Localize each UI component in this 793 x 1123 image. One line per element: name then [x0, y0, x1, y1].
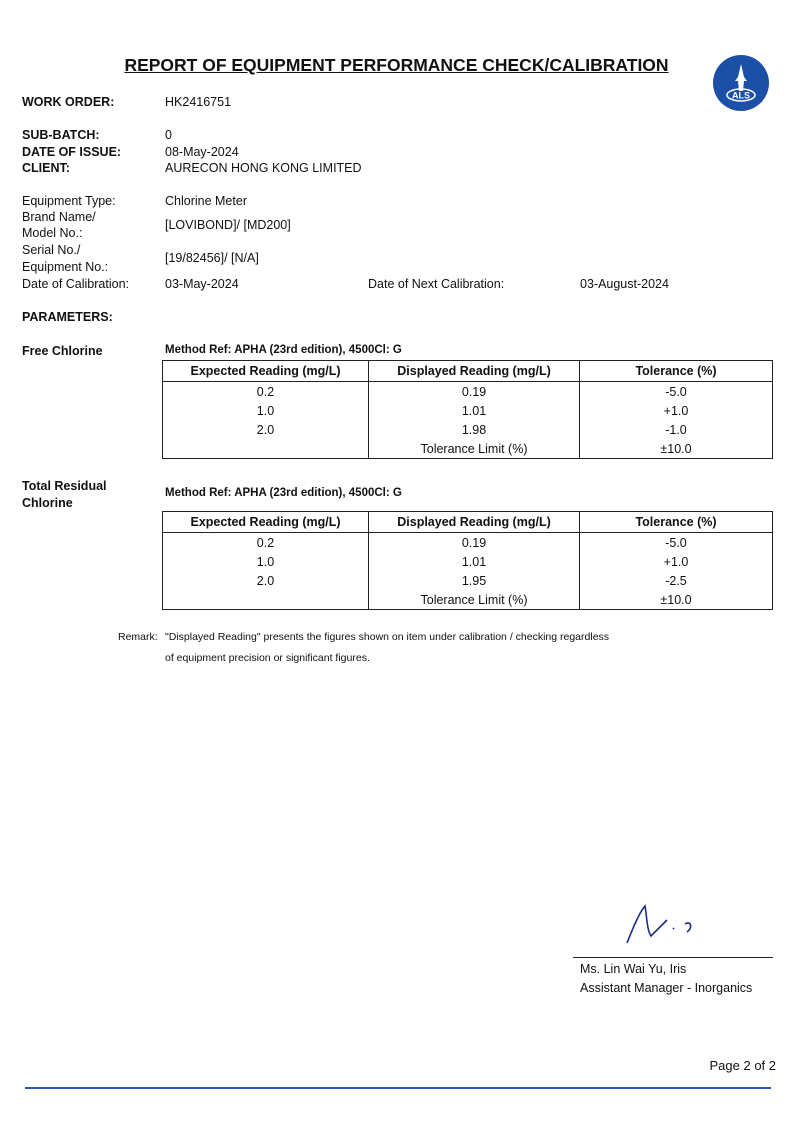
- serial-value: [19/82456]/ [N/A]: [165, 251, 259, 265]
- equipment-type-value: Chlorine Meter: [165, 194, 247, 208]
- col-header: Expected Reading (mg/L): [162, 360, 369, 382]
- table-cell: 1.95: [368, 571, 580, 590]
- table-cell: -2.5: [579, 571, 773, 590]
- page-number: Page 2 of 2: [709, 1058, 777, 1073]
- method-ref: Method Ref: APHA (23rd edition), 4500Cl:…: [165, 344, 402, 356]
- section-name-cont: Chlorine: [22, 496, 73, 510]
- sub-batch-label: SUB-BATCH:: [22, 128, 100, 142]
- table-cell: [163, 439, 369, 459]
- table-cell: +1.0: [579, 552, 773, 571]
- table-row: 1.0 1.01 +1.0: [163, 552, 773, 571]
- section-name: Total Residual: [22, 479, 107, 493]
- brand-label: Brand Name/: [22, 210, 96, 224]
- col-header: Tolerance (%): [579, 511, 773, 533]
- tolerance-limit-row: Tolerance Limit (%) ±10.0: [163, 439, 773, 459]
- equipment-type-label: Equipment Type:: [22, 194, 116, 208]
- col-header: Expected Reading (mg/L): [162, 511, 369, 533]
- next-calibration-label: Date of Next Calibration:: [368, 277, 505, 291]
- table-cell: 1.0: [256, 554, 275, 569]
- footer-rule: [25, 1087, 771, 1089]
- page-title: REPORT OF EQUIPMENT PERFORMANCE CHECK/CA…: [124, 55, 669, 75]
- table-cell: 1.98: [368, 420, 580, 439]
- brand-model-value: [LOVIBOND]/ [MD200]: [165, 218, 291, 232]
- table-row: 2.0 1.98 -1.0: [163, 420, 773, 439]
- table-cell: 1.01: [368, 552, 580, 571]
- signature: [626, 904, 692, 944]
- col-header: Tolerance (%): [579, 360, 773, 382]
- table-cell: [163, 590, 369, 610]
- table-cell: Tolerance Limit (%): [368, 590, 580, 610]
- remark-line-2: of equipment precision or significant fi…: [165, 652, 370, 664]
- col-header: Displayed Reading (mg/L): [368, 511, 580, 533]
- signatory-title: Assistant Manager - Inorganics: [580, 981, 753, 995]
- svg-text:ALS: ALS: [732, 91, 750, 101]
- col-header: Displayed Reading (mg/L): [368, 360, 580, 382]
- signature-line: [573, 957, 773, 958]
- date-of-issue-label: DATE OF ISSUE:: [22, 145, 122, 159]
- client-label: CLIENT:: [22, 161, 70, 175]
- table-cell: 0.2: [256, 384, 275, 399]
- method-ref: Method Ref: APHA (23rd edition), 4500Cl:…: [165, 487, 402, 499]
- table-cell: 0.19: [368, 532, 580, 552]
- parameters-heading: PARAMETERS:: [22, 310, 113, 324]
- equipment-no-label: Equipment No.:: [22, 260, 109, 274]
- table-cell: -5.0: [579, 532, 773, 552]
- free-chlorine-table: Expected Reading (mg/L) Displayed Reading…: [162, 360, 773, 459]
- table-cell: 2.0: [256, 422, 275, 437]
- section-name: Free Chlorine: [22, 344, 103, 358]
- table-cell: 0.2: [256, 535, 275, 550]
- table-cell: 1.01: [368, 401, 580, 420]
- table-row: 1.0 1.01 +1.0: [163, 401, 773, 420]
- table-row: 0.2 0.19 -5.0: [163, 532, 773, 552]
- sub-batch-value: 0: [165, 128, 172, 142]
- table-cell: ±10.0: [579, 439, 773, 459]
- date-of-issue-value: 08-May-2024: [165, 145, 239, 159]
- client-value: AURECON HONG KONG LIMITED: [165, 161, 362, 175]
- serial-label: Serial No./: [22, 243, 81, 257]
- table-row: 2.0 1.95 -2.5: [163, 571, 773, 590]
- table-cell: -5.0: [579, 381, 773, 401]
- table-cell: Tolerance Limit (%): [368, 439, 580, 459]
- table-row: 0.2 0.19 -5.0: [163, 381, 773, 401]
- remark-label: Remark:: [118, 631, 158, 643]
- table-cell: ±10.0: [579, 590, 773, 610]
- calibration-date-value: 03-May-2024: [165, 277, 239, 291]
- tolerance-limit-row: Tolerance Limit (%) ±10.0: [163, 590, 773, 610]
- model-label: Model No.:: [22, 226, 83, 240]
- work-order-label: WORK ORDER:: [22, 95, 115, 109]
- calibration-date-label: Date of Calibration:: [22, 277, 130, 291]
- table-cell: 2.0: [256, 573, 275, 588]
- signatory-name: Ms. Lin Wai Yu, Iris: [580, 962, 687, 976]
- table-cell: 1.0: [256, 403, 275, 418]
- als-logo: ALS: [713, 55, 769, 111]
- table-cell: 0.19: [368, 381, 580, 401]
- total-residual-chlorine-table: Expected Reading (mg/L) Displayed Reading…: [162, 511, 773, 610]
- work-order-value: HK2416751: [165, 95, 232, 109]
- next-calibration-value: 03-August-2024: [580, 277, 669, 291]
- table-cell: -1.0: [579, 420, 773, 439]
- table-cell: +1.0: [579, 401, 773, 420]
- remark-line-1: "Displayed Reading" presents the figures…: [165, 631, 610, 643]
